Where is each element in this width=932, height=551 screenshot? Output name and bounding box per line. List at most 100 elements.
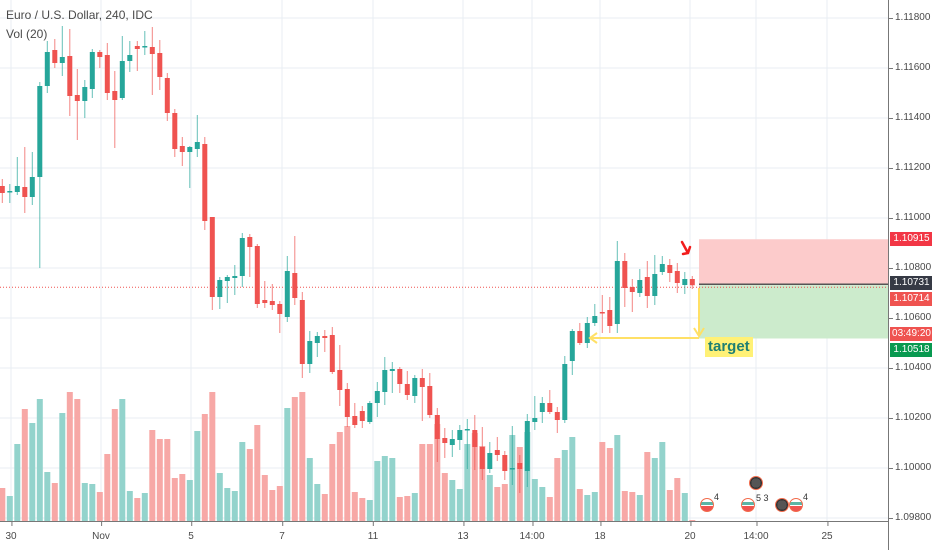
volume-bar [186, 480, 193, 521]
volume-bar [96, 492, 103, 521]
candle [464, 419, 470, 469]
volume-bar [561, 450, 568, 521]
volume-bar [531, 479, 538, 521]
candle-body [464, 429, 470, 431]
volume-bars [0, 286, 888, 521]
candle-body [352, 416, 358, 425]
bar-countdown-badge: 03:49:20 [890, 327, 932, 341]
candle [674, 263, 680, 293]
candle [149, 27, 155, 95]
candle [682, 272, 688, 294]
volume-indicator-label[interactable]: Vol (20) [6, 27, 48, 41]
candle-body [622, 261, 628, 288]
candle [382, 357, 388, 405]
candle-body [44, 52, 50, 86]
volume-bar [434, 424, 441, 521]
candle-body [584, 323, 590, 343]
volume-bar [36, 399, 43, 521]
candle [284, 256, 290, 322]
candle [157, 40, 163, 90]
position-tool [699, 239, 888, 339]
candle [599, 295, 605, 333]
volume-bar [126, 491, 133, 521]
symbol-title[interactable]: Euro / U.S. Dollar, 240, IDC [6, 8, 153, 22]
candle [202, 137, 208, 230]
volume-bar [14, 444, 21, 521]
time-tick-label: 20 [684, 522, 696, 542]
candle-body [659, 264, 665, 272]
candle-body [494, 450, 500, 455]
candle-body [37, 86, 43, 177]
candle-body [607, 310, 613, 326]
candle-body [209, 217, 215, 297]
candle [74, 69, 80, 140]
candle-body [97, 52, 103, 57]
candle-body [434, 415, 440, 439]
candle-body [224, 277, 230, 281]
candle [112, 71, 118, 148]
candle-body [164, 78, 170, 113]
volume-bar [486, 475, 493, 521]
volume-bar [381, 456, 388, 521]
volume-bar [464, 444, 471, 521]
candle-body [652, 274, 658, 296]
volume-bar [51, 483, 58, 521]
candle [97, 50, 103, 68]
candle-body [524, 421, 530, 471]
time-tick-label: 13 [457, 522, 469, 542]
candle-body [52, 50, 58, 63]
candle [292, 236, 298, 305]
candle [419, 369, 425, 421]
volume-bar [74, 399, 81, 521]
event-marker-icon[interactable] [749, 476, 763, 490]
candle-body [599, 312, 605, 314]
candle-body [202, 144, 208, 221]
volume-bar [29, 423, 36, 521]
price-chart[interactable] [0, 0, 888, 522]
candle [239, 233, 245, 287]
candle-body [419, 378, 425, 387]
candle [0, 179, 5, 203]
volume-bar [239, 442, 246, 521]
candle [187, 146, 193, 188]
candle [374, 382, 380, 417]
candle [359, 406, 365, 428]
candle [322, 330, 328, 352]
candle-body [239, 238, 245, 276]
candle-body [487, 453, 493, 469]
candle [22, 147, 28, 213]
candle-body [269, 301, 275, 305]
event-count: 5 3 [756, 493, 769, 503]
candle-body [277, 304, 283, 314]
us-flag-event-icon[interactable] [789, 498, 803, 512]
event-count: 4 [803, 492, 809, 502]
candle [614, 241, 620, 333]
volume-bar [44, 472, 51, 521]
candle-body [374, 391, 380, 403]
volume-bar [629, 492, 636, 521]
event-marker-icon[interactable] [775, 498, 789, 512]
price-axis[interactable]: 1.09800 1.10000 1.10200 1.10400 1.10600 1.108… [888, 0, 932, 550]
candle [644, 261, 650, 308]
volume-bar [419, 444, 426, 521]
volume-bar [636, 495, 643, 521]
candle-body [472, 430, 478, 447]
candle-body [637, 280, 643, 293]
candle-body [479, 447, 485, 469]
candle-body [172, 113, 178, 149]
volume-bar [246, 449, 253, 521]
target-price-badge: 1.10518 [890, 343, 932, 357]
volume-bar [134, 498, 141, 521]
candle [629, 279, 635, 312]
volume-bar [494, 487, 501, 521]
time-axis[interactable]: 30 Nov 5 7 11 13 14:00 18 20 14:00 25 [0, 521, 888, 551]
us-flag-event-icon[interactable] [700, 498, 714, 512]
candle [247, 234, 253, 277]
us-flag-event-icon[interactable] [741, 498, 755, 512]
take-profit-zone [699, 285, 888, 339]
candle-body [134, 46, 140, 49]
grid [0, 0, 888, 521]
candle-body [547, 403, 553, 412]
target-label[interactable]: target [705, 337, 753, 357]
candle [232, 265, 238, 295]
